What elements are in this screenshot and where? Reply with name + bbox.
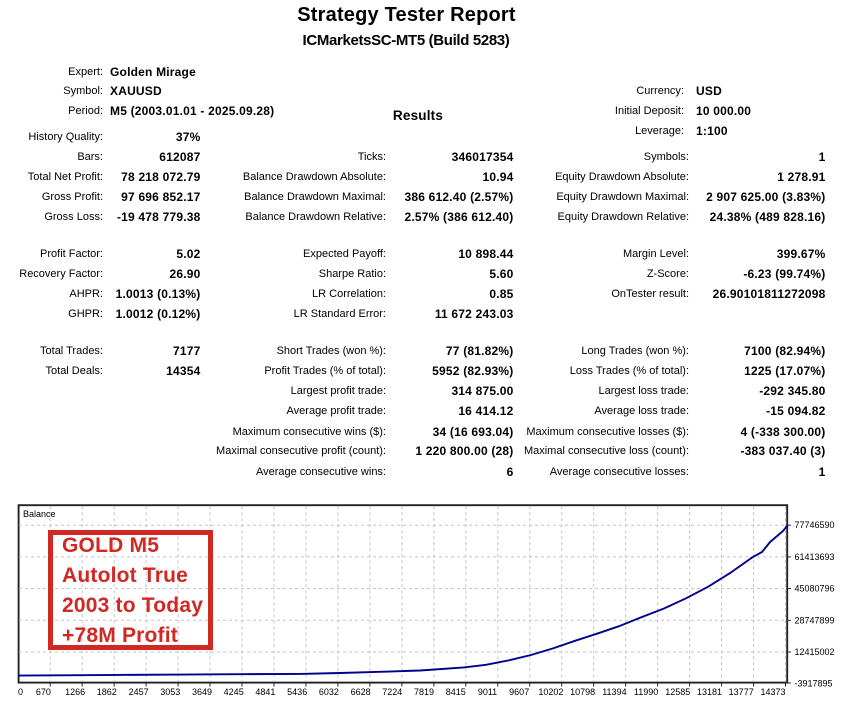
svg-text:13181: 13181 (697, 687, 722, 697)
svg-text:4245: 4245 (224, 687, 244, 697)
svg-text:8415: 8415 (446, 687, 466, 697)
svg-text:77746590: 77746590 (795, 520, 835, 530)
svg-text:0: 0 (18, 687, 23, 697)
svg-text:12415002: 12415002 (795, 647, 835, 657)
svg-text:1266: 1266 (65, 687, 85, 697)
svg-text:45080796: 45080796 (795, 584, 835, 594)
svg-text:670: 670 (36, 687, 51, 697)
svg-text:61413693: 61413693 (795, 552, 835, 562)
svg-text:10202: 10202 (538, 687, 563, 697)
svg-text:3649: 3649 (192, 687, 212, 697)
svg-text:14373: 14373 (760, 687, 785, 697)
svg-text:6032: 6032 (319, 687, 339, 697)
svg-text:7819: 7819 (414, 687, 434, 697)
svg-text:12585: 12585 (665, 687, 690, 697)
svg-text:10798: 10798 (570, 687, 595, 697)
svg-text:5436: 5436 (287, 687, 307, 697)
svg-text:2457: 2457 (129, 687, 149, 697)
svg-text:6628: 6628 (351, 687, 371, 697)
svg-text:3053: 3053 (160, 687, 180, 697)
svg-text:7224: 7224 (382, 687, 402, 697)
svg-text:9607: 9607 (509, 687, 529, 697)
svg-text:11990: 11990 (634, 687, 658, 697)
svg-text:1862: 1862 (97, 687, 117, 697)
svg-text:28747899: 28747899 (795, 615, 835, 625)
svg-text:-3917895: -3917895 (795, 679, 833, 689)
svg-text:Balance: Balance (23, 509, 56, 519)
svg-text:9011: 9011 (478, 687, 497, 697)
svg-text:11394: 11394 (602, 687, 626, 697)
svg-text:4841: 4841 (255, 687, 275, 697)
svg-text:13777: 13777 (729, 687, 754, 697)
